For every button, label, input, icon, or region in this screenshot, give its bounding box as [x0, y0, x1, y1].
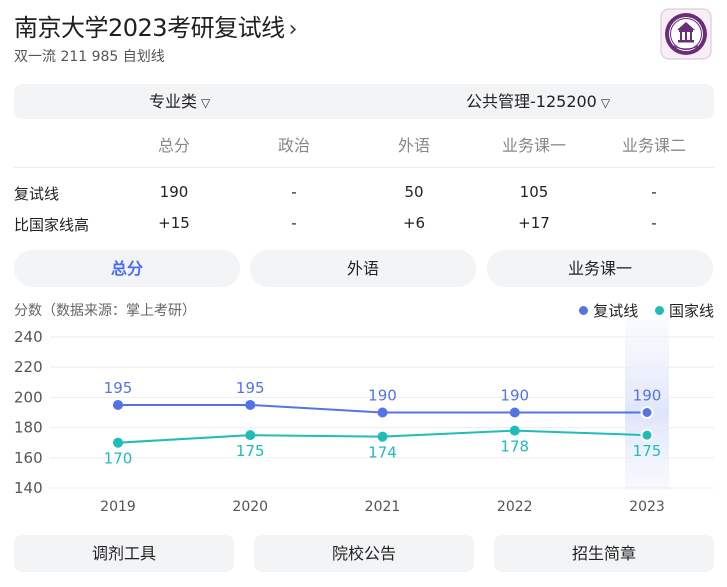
category-dropdown-label[interactable]: 专业类 [149, 92, 198, 111]
column-header: 政治 [277, 136, 310, 155]
chevron-down-icon[interactable]: ▽ [600, 96, 611, 110]
y-tick-label: 240 [14, 328, 43, 346]
school-announcement-button[interactable]: 院校公告 [254, 535, 474, 572]
data-label: 178 [500, 438, 529, 456]
admission-brochure-button[interactable]: 招生简章 [494, 535, 714, 572]
x-tick-label: 2022 [497, 499, 533, 515]
table-cell: - [651, 214, 657, 232]
row-label: 复试线 [14, 185, 60, 203]
data-label: 195 [104, 379, 133, 397]
y-tick-label: 200 [14, 388, 43, 406]
major-dropdown-label[interactable]: 公共管理-125200 [466, 92, 597, 111]
score-table-header: 总分 政治 外语 业务课一 业务课二 [14, 132, 714, 156]
chart-source-label: 分数（数据来源：掌上考研） [14, 303, 196, 319]
page-title-text[interactable]: 南京大学2023考研复试线 [14, 14, 285, 42]
major-dropdown[interactable]: 公共管理-125200 ▽ [466, 84, 610, 119]
data-point [640, 406, 654, 419]
data-point [509, 407, 520, 418]
x-tick-label: 2019 [100, 499, 136, 515]
data-point [377, 431, 388, 442]
category-dropdown[interactable]: 专业类 ▽ [149, 84, 210, 119]
data-point [113, 399, 123, 410]
legend-dot-icon [654, 306, 664, 315]
data-point [640, 428, 654, 442]
table-cell: 105 [519, 183, 549, 201]
highlight-band [625, 320, 669, 490]
page-title[interactable]: 南京大学2023考研复试线 › [14, 8, 297, 43]
row-label: 比国家线高 [14, 216, 90, 234]
column-header: 业务课一 [501, 136, 566, 155]
legend-label: 国家线 [668, 302, 714, 320]
legend-label: 复试线 [593, 302, 639, 320]
data-label: 190 [500, 387, 529, 405]
table-cell: +6 [402, 214, 426, 232]
y-tick-label: 180 [14, 419, 43, 437]
chevron-down-icon[interactable]: ▽ [201, 96, 211, 110]
column-header: 外语 [397, 136, 430, 155]
data-point [245, 399, 256, 410]
x-tick-label: 2021 [365, 499, 401, 515]
data-label: 174 [368, 444, 397, 462]
y-tick-label: 160 [14, 449, 43, 467]
university-logo-icon [660, 8, 712, 60]
chart-legend: 复试线 国家线 [567, 300, 714, 321]
table-cell: - [291, 183, 297, 201]
legend-item-retest: 复试线 [579, 302, 638, 320]
data-label: 175 [633, 442, 662, 460]
data-label: 190 [633, 387, 662, 405]
header: 南京大学2023考研复试线 › 双一流 211 985 自划线 [14, 6, 714, 66]
chevron-right-icon[interactable]: › [288, 17, 298, 42]
table-cell: 50 [404, 183, 424, 201]
legend-dot-icon [579, 306, 589, 315]
adjustment-tool-button[interactable]: 调剂工具 [14, 535, 234, 572]
tab-major-course-1[interactable]: 业务课一 [487, 250, 713, 287]
data-point [509, 425, 520, 436]
table-cell: +15 [158, 214, 190, 232]
table-cell: +17 [518, 214, 550, 232]
data-label: 190 [368, 387, 397, 405]
tab-total-score[interactable]: 总分 [14, 250, 240, 287]
data-label: 195 [236, 379, 265, 397]
table-cell: - [291, 214, 297, 232]
y-tick-label: 140 [14, 479, 43, 497]
x-tick-label: 2020 [232, 499, 268, 515]
x-tick-label: 2023 [629, 499, 665, 515]
legend-item-national: 国家线 [654, 302, 714, 320]
table-row: 复试线 190 - 50 105 - [14, 183, 714, 207]
data-point [245, 430, 256, 441]
data-label: 170 [104, 450, 133, 468]
column-header: 总分 [157, 136, 190, 155]
data-label: 175 [236, 442, 265, 460]
table-cell: 190 [159, 183, 189, 201]
table-cell: - [651, 183, 657, 201]
tab-foreign-language[interactable]: 外语 [250, 250, 476, 287]
table-row: 比国家线高 +15 - +6 +17 - [14, 214, 714, 238]
y-tick-label: 220 [14, 358, 43, 376]
school-tags: 双一流 211 985 自划线 [14, 49, 165, 65]
data-point [377, 407, 388, 418]
filter-bar: 专业类 ▽ 公共管理-125200 ▽ [14, 84, 714, 119]
column-header: 业务课二 [621, 136, 686, 155]
data-point [113, 437, 123, 448]
score-line-chart: 240 220 200 180 160 140 2019 2020 2021 2022 2023 19… [14, 320, 714, 515]
table-divider [14, 167, 714, 168]
